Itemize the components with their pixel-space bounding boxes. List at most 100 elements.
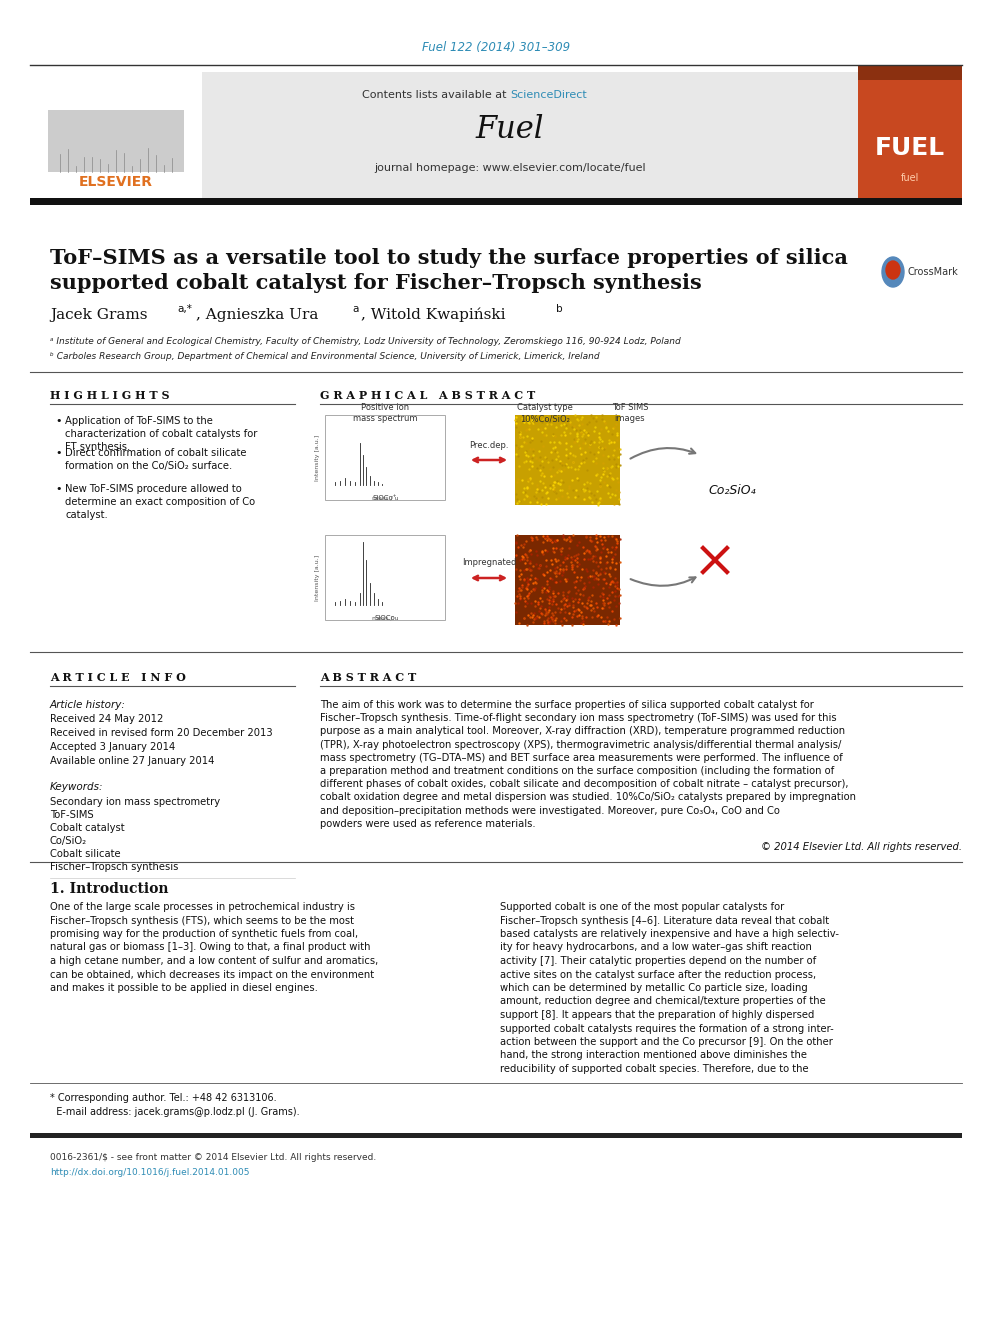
- Text: Received in revised form 20 December 2013: Received in revised form 20 December 201…: [50, 728, 273, 738]
- Text: •: •: [55, 415, 62, 426]
- Text: can be obtained, which decreases its impact on the environment: can be obtained, which decreases its imp…: [50, 970, 374, 979]
- Text: Jacek Grams: Jacek Grams: [50, 308, 148, 321]
- Text: ToF SIMS
images: ToF SIMS images: [612, 404, 648, 423]
- Text: Cobalt catalyst: Cobalt catalyst: [50, 823, 125, 833]
- Text: mass / u: mass / u: [372, 615, 399, 620]
- Text: E-mail address: jacek.grams@p.lodz.pl (J. Grams).: E-mail address: jacek.grams@p.lodz.pl (J…: [50, 1107, 300, 1117]
- Text: Received 24 May 2012: Received 24 May 2012: [50, 714, 164, 724]
- Text: 1. Introduction: 1. Introduction: [50, 882, 169, 896]
- Text: fuel: fuel: [901, 173, 920, 183]
- Text: a preparation method and treatment conditions on the surface composition (includ: a preparation method and treatment condi…: [320, 766, 834, 777]
- Text: Accepted 3 January 2014: Accepted 3 January 2014: [50, 742, 176, 751]
- Bar: [515, 534, 620, 624]
- Text: Positive ion
mass spectrum: Positive ion mass spectrum: [353, 404, 418, 423]
- Text: cobalt oxidation degree and metal dispersion was studied. 10%Co/SiO₂ catalysts p: cobalt oxidation degree and metal disper…: [320, 792, 856, 803]
- Text: based catalysts are relatively inexpensive and have a high selectiv-: based catalysts are relatively inexpensi…: [500, 929, 839, 939]
- Text: Prec.dep.: Prec.dep.: [469, 441, 509, 450]
- Text: mass spectrometry (TG–DTA–MS) and BET surface area measurements were performed. : mass spectrometry (TG–DTA–MS) and BET su…: [320, 753, 843, 763]
- Text: 0016-2361/$ - see front matter © 2014 Elsevier Ltd. All rights reserved.: 0016-2361/$ - see front matter © 2014 El…: [50, 1154, 376, 1162]
- Text: and deposition–precipitation methods were investigated. Moreover, pure Co₃O₄, Co: and deposition–precipitation methods wer…: [320, 806, 780, 815]
- Text: Application of ToF-SIMS to the
characterization of cobalt catalysts for
FT synth: Application of ToF-SIMS to the character…: [65, 415, 257, 452]
- Text: reducibility of supported cobalt species. Therefore, due to the: reducibility of supported cobalt species…: [500, 1064, 808, 1074]
- Text: Supported cobalt is one of the most popular catalysts for: Supported cobalt is one of the most popu…: [500, 902, 785, 912]
- Text: ᵃ Institute of General and Ecological Chemistry, Faculty of Chemistry, Lodz Univ: ᵃ Institute of General and Ecological Ch…: [50, 337, 681, 347]
- Text: Contents lists available at: Contents lists available at: [362, 90, 510, 101]
- Text: FUEL: FUEL: [875, 136, 945, 160]
- Text: , Witold Kwapiński: , Witold Kwapiński: [361, 308, 506, 323]
- Ellipse shape: [886, 261, 900, 279]
- Text: •: •: [55, 448, 62, 458]
- Text: (TPR), X-ray photoelectron spectroscopy (XPS), thermogravimetric analysis/differ: (TPR), X-ray photoelectron spectroscopy …: [320, 740, 841, 750]
- Bar: [30, 71, 858, 200]
- Text: H I G H L I G H T S: H I G H L I G H T S: [50, 390, 170, 401]
- Text: Available online 27 January 2014: Available online 27 January 2014: [50, 755, 214, 766]
- Text: ToF–SIMS as a versatile tool to study the surface properties of silica
supported: ToF–SIMS as a versatile tool to study th…: [50, 247, 848, 292]
- Text: •: •: [55, 484, 62, 493]
- Text: One of the large scale processes in petrochemical industry is: One of the large scale processes in petr…: [50, 902, 355, 912]
- Text: journal homepage: www.elsevier.com/locate/fuel: journal homepage: www.elsevier.com/locat…: [374, 163, 646, 173]
- Text: and makes it possible to be applied in diesel engines.: and makes it possible to be applied in d…: [50, 983, 317, 994]
- Text: support [8]. It appears that the preparation of highly dispersed: support [8]. It appears that the prepara…: [500, 1009, 814, 1020]
- Text: Impregnated: Impregnated: [462, 558, 516, 568]
- Text: amount, reduction degree and chemical/texture properties of the: amount, reduction degree and chemical/te…: [500, 996, 825, 1007]
- Text: , Agnieszka Ura: , Agnieszka Ura: [196, 308, 318, 321]
- Text: promising way for the production of synthetic fuels from coal,: promising way for the production of synt…: [50, 929, 358, 939]
- Text: Intensity [a.u.]: Intensity [a.u.]: [314, 554, 319, 601]
- Ellipse shape: [882, 257, 904, 287]
- Text: Direct confirmation of cobalt silicate
formation on the Co/SiO₂ surface.: Direct confirmation of cobalt silicate f…: [65, 448, 246, 471]
- Text: * Corresponding author. Tel.: +48 42 6313106.: * Corresponding author. Tel.: +48 42 631…: [50, 1093, 277, 1103]
- Text: Fuel: Fuel: [476, 115, 545, 146]
- Bar: [325, 534, 445, 620]
- Text: CrossMark: CrossMark: [908, 267, 958, 277]
- Text: Fischer–Tropsch synthesis [4–6]. Literature data reveal that cobalt: Fischer–Tropsch synthesis [4–6]. Literat…: [500, 916, 829, 926]
- Text: natural gas or biomass [1–3]. Owing to that, a final product with: natural gas or biomass [1–3]. Owing to t…: [50, 942, 370, 953]
- Text: powders were used as reference materials.: powders were used as reference materials…: [320, 819, 536, 828]
- Text: ToF-SIMS: ToF-SIMS: [50, 810, 93, 820]
- Bar: [30, 71, 202, 200]
- Text: which can be determined by metallic Co particle size, loading: which can be determined by metallic Co p…: [500, 983, 807, 994]
- Text: Intensity [a.u.]: Intensity [a.u.]: [314, 434, 319, 480]
- Bar: [30, 198, 962, 205]
- Text: Secondary ion mass spectrometry: Secondary ion mass spectrometry: [50, 796, 220, 807]
- Text: Fischer–Tropsch synthesis: Fischer–Tropsch synthesis: [50, 863, 179, 872]
- Text: Co/SiO₂: Co/SiO₂: [50, 836, 87, 845]
- Text: The aim of this work was to determine the surface properties of silica supported: The aim of this work was to determine th…: [320, 700, 813, 710]
- Text: http://dx.doi.org/10.1016/j.fuel.2014.01.005: http://dx.doi.org/10.1016/j.fuel.2014.01…: [50, 1168, 250, 1177]
- Text: Fischer–Tropsch synthesis. Time-of-flight secondary ion mass spectrometry (ToF-S: Fischer–Tropsch synthesis. Time-of-fligh…: [320, 713, 836, 724]
- Text: hand, the strong interaction mentioned above diminishes the: hand, the strong interaction mentioned a…: [500, 1050, 807, 1061]
- Text: different phases of cobalt oxides, cobalt silicate and decomposition of cobalt n: different phases of cobalt oxides, cobal…: [320, 779, 848, 790]
- Text: Cobalt silicate: Cobalt silicate: [50, 849, 121, 859]
- Text: SiOCo⁺: SiOCo⁺: [373, 495, 397, 501]
- Text: ᵇ Carboles Research Group, Department of Chemical and Environmental Science, Uni: ᵇ Carboles Research Group, Department of…: [50, 352, 599, 361]
- Text: © 2014 Elsevier Ltd. All rights reserved.: © 2014 Elsevier Ltd. All rights reserved…: [761, 841, 962, 852]
- Bar: [325, 415, 445, 500]
- Text: Fischer–Tropsch synthesis (FTS), which seems to be the most: Fischer–Tropsch synthesis (FTS), which s…: [50, 916, 354, 926]
- Text: ity for heavy hydrocarbons, and a low water–gas shift reaction: ity for heavy hydrocarbons, and a low wa…: [500, 942, 811, 953]
- Text: activity [7]. Their catalytic properties depend on the number of: activity [7]. Their catalytic properties…: [500, 957, 816, 966]
- Text: ELSEVIER: ELSEVIER: [79, 175, 153, 189]
- Text: A B S T R A C T: A B S T R A C T: [320, 672, 417, 683]
- Text: ScienceDirect: ScienceDirect: [510, 90, 586, 101]
- Text: SiOCo: SiOCo: [375, 615, 396, 620]
- Text: New ToF-SIMS procedure allowed to
determine an exact composition of Co
catalyst.: New ToF-SIMS procedure allowed to determ…: [65, 484, 255, 520]
- Text: mass / u: mass / u: [372, 495, 399, 500]
- Text: purpose as a main analytical tool. Moreover, X-ray diffraction (XRD), temperatur: purpose as a main analytical tool. Moreo…: [320, 726, 845, 737]
- Text: Catalyst type
10%Co/SiO₂: Catalyst type 10%Co/SiO₂: [517, 404, 573, 423]
- Text: b: b: [556, 304, 562, 314]
- Text: a,*: a,*: [177, 304, 191, 314]
- Text: a high cetane number, and a low content of sulfur and aromatics,: a high cetane number, and a low content …: [50, 957, 378, 966]
- Bar: [858, 71, 962, 200]
- Text: a: a: [352, 304, 358, 314]
- Bar: [48, 110, 184, 172]
- Text: Fuel 122 (2014) 301–309: Fuel 122 (2014) 301–309: [422, 41, 570, 54]
- Text: A R T I C L E   I N F O: A R T I C L E I N F O: [50, 672, 186, 683]
- Text: Co₂SiO₄: Co₂SiO₄: [708, 483, 756, 496]
- Text: Keywords:: Keywords:: [50, 782, 103, 792]
- Bar: [858, 66, 962, 79]
- Bar: [30, 1132, 962, 1138]
- Text: supported cobalt catalysts requires the formation of a strong inter-: supported cobalt catalysts requires the …: [500, 1024, 833, 1033]
- Text: G R A P H I C A L   A B S T R A C T: G R A P H I C A L A B S T R A C T: [320, 390, 536, 401]
- Text: action between the support and the Co precursor [9]. On the other: action between the support and the Co pr…: [500, 1037, 833, 1046]
- Bar: [515, 415, 620, 505]
- Text: Article history:: Article history:: [50, 700, 126, 710]
